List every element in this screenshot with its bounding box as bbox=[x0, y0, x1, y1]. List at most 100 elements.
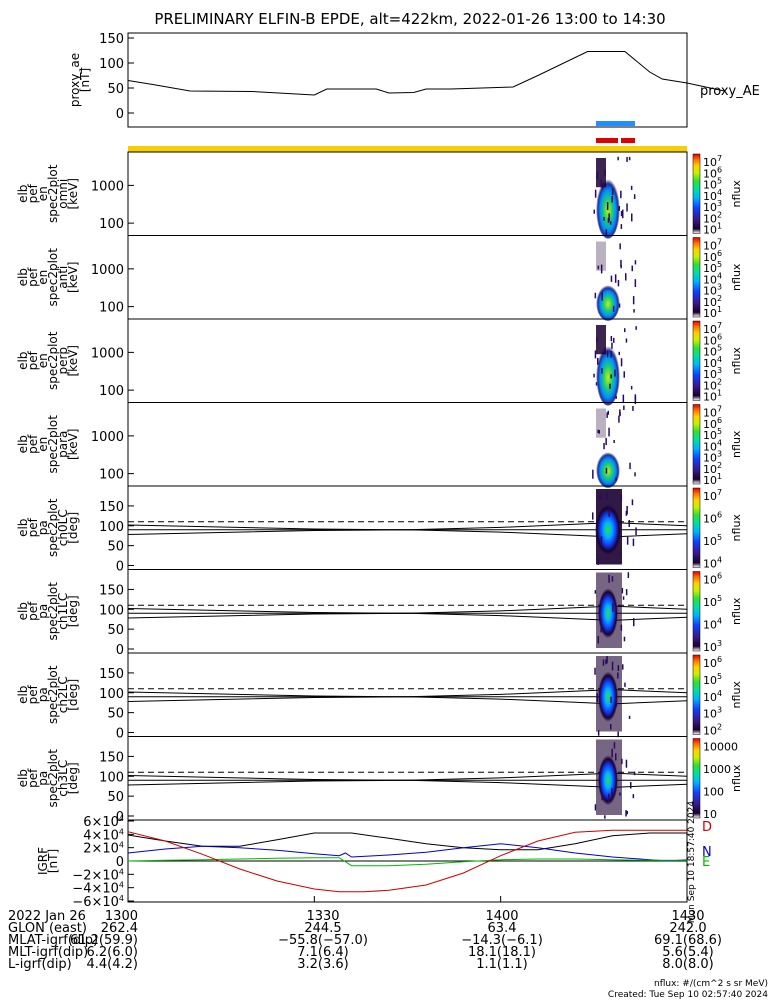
flux-speck bbox=[631, 213, 633, 222]
colorbar bbox=[692, 153, 701, 234]
flux-speck bbox=[607, 218, 610, 223]
colorbar-tick: 106 bbox=[703, 249, 722, 264]
flux-speck bbox=[620, 224, 623, 229]
flux-speck bbox=[592, 512, 594, 520]
footer-note-units: nflux: #/(cm^2 s sr MeV) bbox=[654, 979, 768, 989]
flux-speck bbox=[625, 810, 627, 817]
igrf-side-label: E bbox=[702, 855, 710, 870]
colorbar-label: nflux bbox=[730, 263, 743, 291]
flux-speck bbox=[617, 731, 619, 738]
flux-speck bbox=[601, 368, 603, 374]
colorbar-tick: 103 bbox=[703, 639, 722, 654]
colorbar bbox=[692, 654, 701, 735]
anti-loss-cone-line bbox=[127, 772, 688, 781]
panel-ytick: 100 bbox=[99, 687, 124, 702]
panel-ylabel-line: pef bbox=[26, 601, 40, 621]
flux-dark-column bbox=[596, 241, 606, 271]
flux-speck bbox=[612, 603, 614, 612]
panel-ylabel-line: pef bbox=[26, 267, 40, 287]
flux-speck bbox=[601, 183, 604, 190]
colorbar-tick: 105 bbox=[703, 594, 722, 609]
flux-speck bbox=[620, 211, 623, 217]
flux-speck bbox=[612, 305, 615, 312]
panel-ylabel-line: ch0LC bbox=[56, 509, 70, 546]
colorbar-tick: 101 bbox=[703, 472, 722, 487]
flux-speck bbox=[609, 221, 612, 225]
colorbar-tick: 103 bbox=[703, 706, 722, 721]
igrf-stamp: Mon Sep 10 18:57:40 2024 bbox=[687, 801, 697, 923]
panel-ytick: 50 bbox=[107, 707, 124, 722]
colorbar bbox=[692, 738, 701, 819]
flux-speck bbox=[615, 753, 617, 761]
panel-ytick: 0 bbox=[116, 560, 124, 575]
panel-ylabel-line: pa bbox=[36, 687, 50, 702]
flux-speck bbox=[626, 811, 628, 815]
panel-ylabel-line: [deg] bbox=[66, 762, 80, 794]
panel-ytick: 1000 bbox=[91, 430, 124, 445]
igrf-ytick: 4×104 bbox=[83, 827, 124, 843]
flux-speck bbox=[622, 209, 624, 219]
flux-speck bbox=[604, 169, 606, 176]
flux-speck bbox=[620, 190, 622, 199]
flux-speck bbox=[634, 260, 637, 265]
flux-speck bbox=[610, 374, 612, 379]
anti-loss-cone-line bbox=[127, 605, 688, 614]
flux-speck bbox=[594, 590, 597, 594]
flux-speck bbox=[600, 618, 602, 624]
flux-speck bbox=[610, 696, 612, 703]
proxy-ae-ylabel-line: proxy_ae bbox=[68, 53, 82, 107]
igrf-series-E bbox=[127, 857, 687, 867]
flux-speck bbox=[618, 206, 620, 211]
loss-cone-line bbox=[127, 612, 688, 621]
panel-ytick: 100 bbox=[99, 301, 124, 316]
flux-speck bbox=[598, 430, 600, 434]
colorbar-label: nflux bbox=[730, 764, 743, 792]
flux-speck bbox=[625, 273, 627, 281]
footer-row-label: MLAT-igrf(dip) bbox=[8, 933, 98, 948]
flux-speck bbox=[626, 536, 629, 545]
panel-ytick: 100 bbox=[99, 770, 124, 785]
colorbar-tick: 104 bbox=[703, 556, 722, 571]
panel-ylabel-line: pa bbox=[36, 604, 50, 619]
panel-ylabel-line: pa bbox=[36, 520, 50, 535]
flux-speck bbox=[600, 627, 602, 633]
flux-speck bbox=[593, 373, 595, 378]
colorbar-tick: 104 bbox=[703, 355, 722, 370]
flux-speck bbox=[619, 792, 621, 796]
flux-speck bbox=[629, 462, 631, 470]
colorbar-tick: 103 bbox=[703, 450, 722, 465]
igrf-panel: 6×1044×1042×1040−2×104−4×104−6×104IGRF[n… bbox=[36, 801, 712, 923]
flux-speck bbox=[617, 672, 619, 679]
flux-speck bbox=[633, 618, 635, 627]
flux-speck bbox=[600, 264, 603, 274]
flux-speck bbox=[615, 395, 617, 399]
flux-speck bbox=[597, 730, 600, 736]
colorbar-tick: 106 bbox=[703, 511, 722, 526]
flux-speck bbox=[594, 350, 597, 359]
colorbar-tick: 104 bbox=[703, 689, 722, 704]
footer-row-value: 5.6(5.4) bbox=[662, 945, 714, 960]
colorbar-tick: 10 bbox=[703, 808, 717, 821]
flux-speck bbox=[604, 347, 606, 352]
colorbar-tick: 105 bbox=[703, 177, 722, 192]
flux-speck bbox=[597, 636, 599, 644]
red-bar bbox=[596, 138, 618, 143]
flux-speck bbox=[607, 410, 609, 415]
igrf-series-D bbox=[127, 832, 687, 851]
panel-ytick: 150 bbox=[99, 750, 124, 765]
footer-row-value: 7.1(6.4) bbox=[297, 945, 349, 960]
panel-ytick: 100 bbox=[99, 520, 124, 535]
flux-speck bbox=[626, 157, 628, 162]
panel-ylabel-line: spec2plot bbox=[46, 248, 60, 307]
flux-speck bbox=[620, 264, 622, 269]
flux-speck bbox=[622, 394, 625, 404]
flux-blob bbox=[596, 450, 620, 488]
flux-speck bbox=[621, 587, 624, 594]
flux-speck bbox=[611, 342, 613, 349]
flux-speck bbox=[618, 351, 620, 356]
colorbar-tick: 102 bbox=[703, 461, 722, 476]
